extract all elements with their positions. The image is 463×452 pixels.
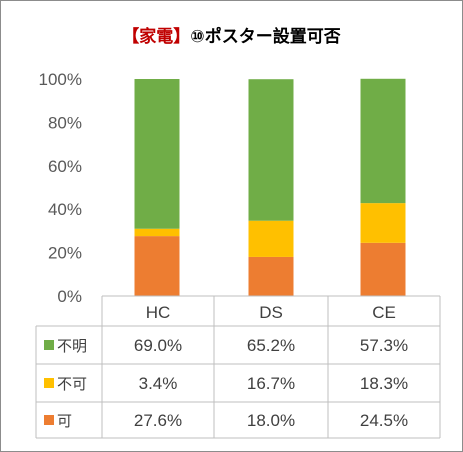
bar-segment-HC-1: [134, 228, 180, 237]
data-label: 65.2%: [247, 336, 295, 355]
bar-segment-HC-0: [134, 236, 180, 296]
bars: [134, 78, 406, 296]
y-tick-label: 80%: [48, 113, 82, 132]
bar-segment-CE-0: [360, 242, 406, 296]
chart-title: 【家電】⑩ポスター設置可否: [0, 22, 463, 47]
y-tick-label: 0%: [57, 287, 82, 306]
data-label: 3.4%: [139, 374, 178, 393]
legend-swatch: [44, 415, 54, 425]
legend-label: 不可: [57, 375, 87, 393]
bar-segment-DS-1: [248, 220, 294, 257]
bar-segment-HC-2: [134, 79, 180, 229]
legend-label: 不明: [57, 337, 87, 355]
legend-swatch: [44, 340, 54, 350]
y-tick-label: 40%: [48, 200, 82, 219]
bar-segment-DS-2: [248, 79, 294, 221]
data-label: 16.7%: [247, 374, 295, 393]
y-tick-label: 20%: [48, 244, 82, 263]
y-axis-ticks: 0% 20% 40% 60% 80% 100%: [39, 70, 82, 306]
y-tick-label: 60%: [48, 157, 82, 176]
chart-title-main: ⑩ポスター設置可否: [190, 27, 341, 47]
bar-segment-DS-0: [248, 256, 294, 296]
data-label: 69.0%: [134, 336, 182, 355]
data-table: HC DS CE 不明 69.0% 65.2% 57.3% 不可 3.4% 16.7% 18.3% 可…: [35, 296, 441, 439]
legend-swatch: [44, 378, 54, 388]
legend-label: 可: [57, 412, 72, 430]
bar-segment-CE-2: [360, 78, 406, 204]
chart-title-bracket: 【家電】: [122, 27, 191, 47]
data-label: 57.3%: [360, 336, 408, 355]
data-label: 27.6%: [134, 411, 182, 430]
data-label: 18.3%: [360, 374, 408, 393]
data-label: 24.5%: [360, 411, 408, 430]
x-tick-label: DS: [259, 303, 283, 322]
x-tick-label: CE: [372, 303, 396, 322]
y-tick-label: 100%: [39, 70, 82, 89]
x-tick-label: HC: [146, 303, 171, 322]
data-label: 18.0%: [247, 411, 295, 430]
bar-segment-CE-1: [360, 203, 406, 243]
